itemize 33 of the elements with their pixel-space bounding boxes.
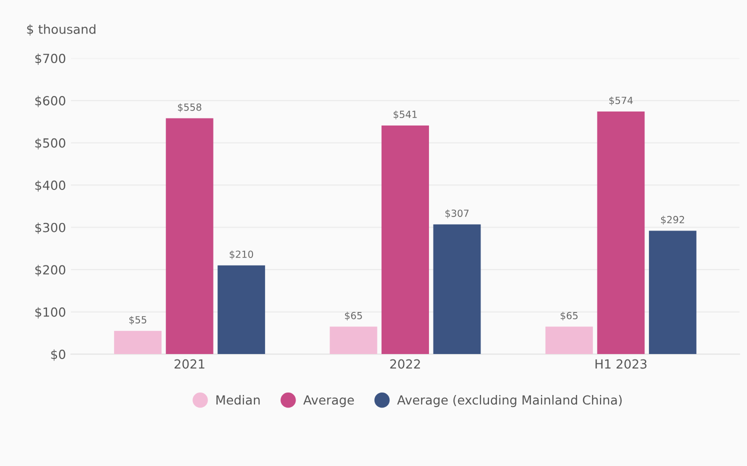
bar: [433, 224, 481, 354]
y-tick-label: $500: [35, 138, 66, 150]
bar: [597, 112, 645, 354]
data-label: $65: [345, 312, 362, 321]
x-tick-label: H1 2023: [596, 359, 646, 369]
data-label: $210: [230, 250, 254, 260]
x-tick-label: 2021: [174, 359, 204, 369]
legend-label: Average: [303, 395, 354, 408]
legend-label: Average (excluding Mainland China): [397, 395, 622, 408]
data-label: $558: [178, 103, 202, 112]
bar: [382, 125, 429, 354]
y-tick-label: $0: [51, 349, 66, 361]
bar: [545, 326, 593, 354]
data-label: $307: [445, 209, 469, 218]
data-label: $65: [560, 312, 578, 321]
y-tick-label: $300: [35, 222, 66, 234]
y-tick-label: $200: [35, 264, 66, 276]
x-tick-label: 2022: [390, 359, 420, 369]
y-tick-label: $400: [35, 180, 66, 192]
y-axis-title: $ thousand: [27, 24, 96, 36]
y-tick-label: $600: [35, 96, 66, 108]
y-tick-label: $700: [35, 54, 66, 65]
bar: [218, 265, 266, 354]
data-label: $541: [394, 110, 417, 120]
bar: [166, 118, 214, 354]
y-tick-label: $100: [35, 307, 66, 318]
bar: [330, 326, 378, 354]
data-label: $574: [609, 96, 633, 106]
data-label: $55: [129, 316, 146, 325]
data-label: $292: [661, 216, 684, 225]
legend-label: Median: [216, 395, 260, 405]
bar: [648, 230, 696, 354]
bar: [114, 330, 162, 354]
